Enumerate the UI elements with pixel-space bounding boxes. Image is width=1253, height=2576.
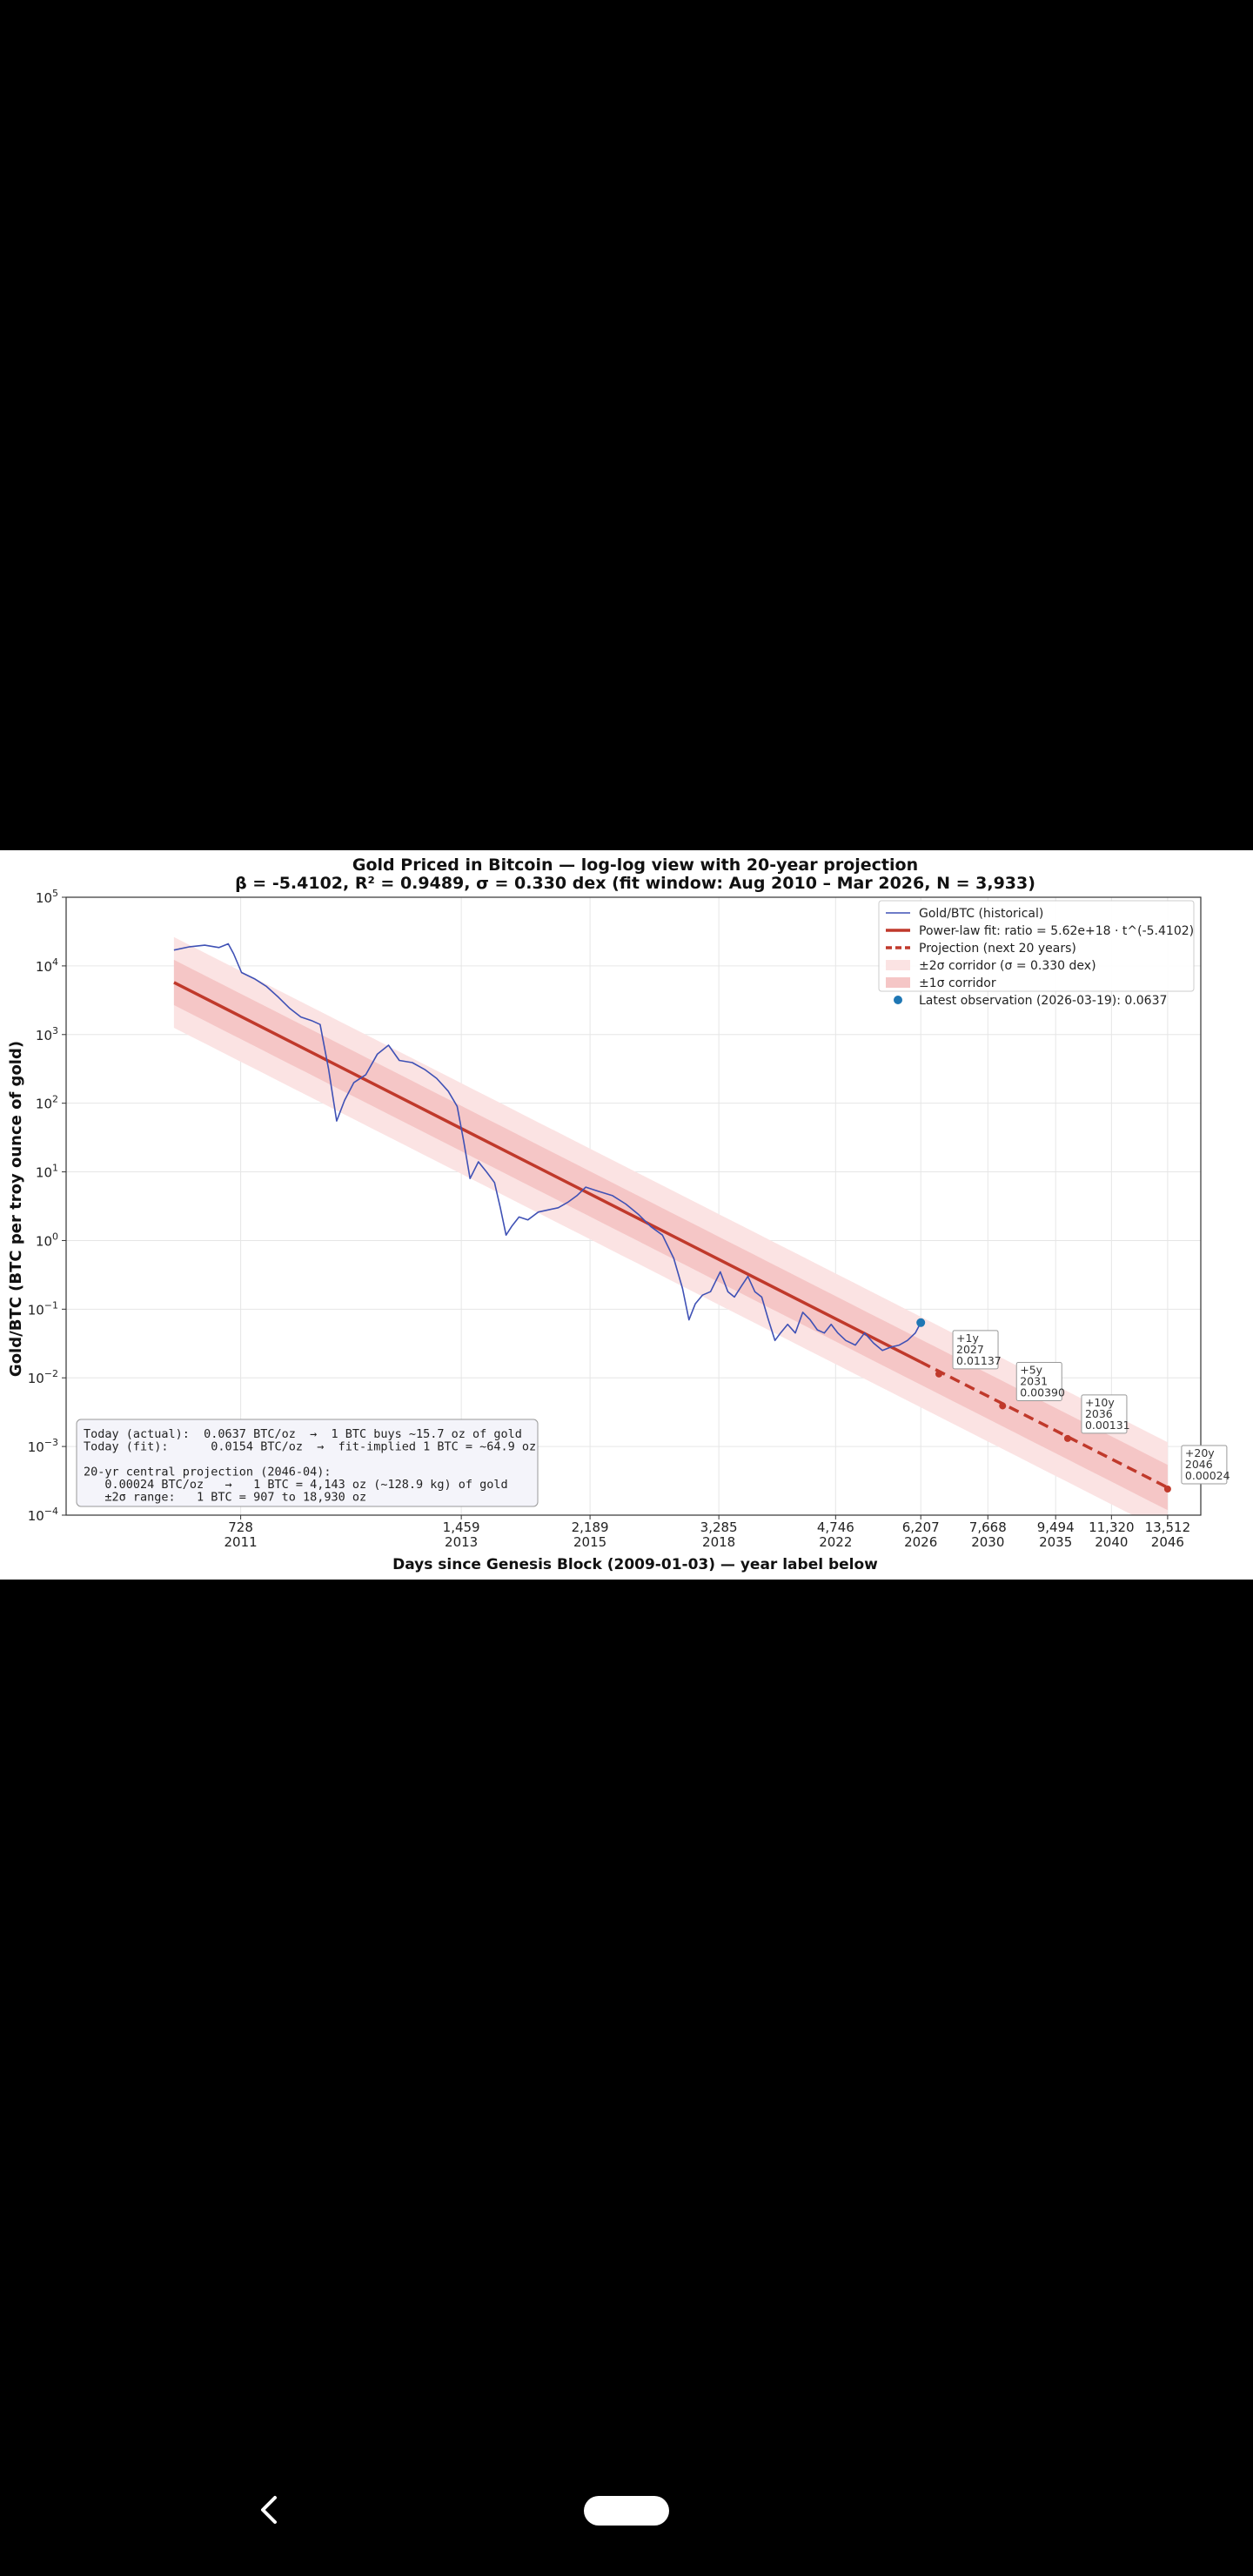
x-tick-year: 2011 <box>224 1534 258 1550</box>
chart-svg: Gold Priced in Bitcoin — log-log view wi… <box>7 855 1230 1573</box>
x-tick-label: 13,512 <box>1145 1519 1191 1535</box>
annotation-horizon: +10y <box>1085 1396 1115 1409</box>
x-tick-year: 2030 <box>971 1534 1004 1550</box>
y-tick-label: 101 <box>36 1163 58 1181</box>
y-axis-label: Gold/BTC (BTC per troy ounce of gold) <box>7 1041 25 1377</box>
x-tick-year: 2040 <box>1095 1534 1128 1550</box>
annotation-year: 2031 <box>1020 1374 1048 1387</box>
annotation-box <box>1181 1445 1228 1485</box>
annotation-box <box>952 1330 999 1370</box>
x-tick-label: 4,746 <box>817 1519 854 1535</box>
annotation-value: 0.00131 <box>1085 1419 1130 1432</box>
y-tick-label: 103 <box>36 1025 58 1043</box>
y-tick-label: 105 <box>36 888 58 906</box>
legend-frame <box>878 900 1195 992</box>
y-tick-label: 10−4 <box>28 1506 58 1524</box>
historical-series-line <box>173 943 921 1352</box>
x-tick-year: 2013 <box>445 1534 478 1550</box>
home-pill-icon[interactable] <box>584 2496 669 2526</box>
projection-marker <box>999 1402 1007 1410</box>
annotation-value: 0.01137 <box>956 1354 1002 1367</box>
y-tick-label: 102 <box>36 1094 58 1112</box>
annotation-horizon: +5y <box>1020 1363 1042 1376</box>
annotation-box <box>1081 1394 1128 1434</box>
annotation-horizon: +20y <box>1185 1446 1215 1459</box>
chart-title: Gold Priced in Bitcoin — log-log view wi… <box>352 855 918 875</box>
x-tick-label: 9,494 <box>1037 1519 1075 1535</box>
annotation-box <box>1015 1361 1062 1401</box>
x-tick-year: 2022 <box>819 1534 852 1550</box>
latest-observation-point <box>916 1318 926 1327</box>
chart-subtitle: β = -5.4102, R² = 0.9489, σ = 0.330 dex … <box>235 874 1035 893</box>
legend-swatch <box>886 960 910 970</box>
projection-marker <box>1163 1486 1171 1493</box>
annotation-value: 0.00390 <box>1020 1385 1065 1399</box>
annotation-horizon: +1y <box>956 1332 979 1345</box>
x-tick-label: 7,668 <box>969 1519 1007 1535</box>
plot-area: 10−410−310−210−1100101102103104105728201… <box>28 888 1202 1550</box>
info-line: Today (actual): 0.0637 BTC/oz → 1 BTC bu… <box>84 1427 522 1441</box>
x-tick-year: 2035 <box>1039 1534 1072 1550</box>
annotation-year: 2027 <box>956 1343 984 1356</box>
legend-label: ±2σ corridor (σ = 0.330 dex) <box>919 959 1096 973</box>
x-tick-label: 6,207 <box>902 1519 940 1535</box>
y-tick-label: 10−2 <box>28 1368 58 1386</box>
projection-marker <box>1063 1434 1071 1442</box>
info-box: Today (actual): 0.0637 BTC/oz → 1 BTC bu… <box>76 1419 539 1507</box>
back-button[interactable] <box>251 2491 289 2529</box>
projection-line <box>920 1360 1169 1489</box>
info-line: 20-yr central projection (2046-04): <box>84 1466 331 1479</box>
x-tick-year: 2018 <box>702 1534 735 1550</box>
y-tick-label: 10−3 <box>28 1437 58 1455</box>
info-line: ±2σ range: 1 BTC = 907 to 18,930 oz <box>84 1491 366 1505</box>
annotation-year: 2036 <box>1085 1407 1113 1420</box>
legend-swatch <box>894 996 902 1004</box>
chart-figure: Gold Priced in Bitcoin — log-log view wi… <box>0 850 1253 1580</box>
y-tick-label: 104 <box>36 956 58 975</box>
x-tick-label: 3,285 <box>700 1519 738 1535</box>
y-ticks: 10−4 10−3 10−2 10−1 100 101 102 103 104 105 <box>28 888 66 1524</box>
projection-annotations: +1y20270.01137+5y20310.00390+10y20360.00… <box>935 1330 1230 1493</box>
x-tick-year: 2015 <box>573 1534 606 1550</box>
y-tick-label: 100 <box>36 1231 58 1249</box>
legend-label: Power-law fit: ratio = 5.62e+18 · t^(-5.… <box>919 924 1194 938</box>
legend-label: ±1σ corridor <box>919 976 996 990</box>
x-axis-label: Days since Genesis Block (2009-01-03) — … <box>392 1556 878 1573</box>
annotation-year: 2046 <box>1185 1458 1213 1471</box>
x-tick-year: 2046 <box>1151 1534 1184 1550</box>
y-tick-label: 10−1 <box>28 1299 58 1318</box>
info-line: 0.00024 BTC/oz → 1 BTC = 4,143 oz (~128.… <box>84 1478 508 1492</box>
x-tick-label: 11,320 <box>1089 1519 1135 1535</box>
legend-label: Projection (next 20 years) <box>919 942 1076 956</box>
fit-line <box>173 981 921 1364</box>
system-nav-bar <box>0 2454 1253 2550</box>
x-tick-label: 2,189 <box>572 1519 609 1535</box>
info-box-frame <box>76 1419 539 1507</box>
x-tick-label: 1,459 <box>443 1519 480 1535</box>
x-tick-year: 2026 <box>904 1534 937 1550</box>
legend-label: Gold/BTC (historical) <box>919 907 1043 921</box>
x-ticks: 72820111,45920132,18920153,28520184,7462… <box>224 1515 1191 1550</box>
projection-marker <box>935 1370 943 1378</box>
info-line: Today (fit): 0.0154 BTC/oz → fit-implied… <box>84 1440 536 1454</box>
legend-label: Latest observation (2026-03-19): 0.0637 <box>919 994 1167 1008</box>
plot-frame <box>65 896 1202 1516</box>
legend-swatch <box>886 977 910 988</box>
annotation-value: 0.00024 <box>1185 1469 1230 1482</box>
chart-legend: Gold/BTC (historical) Power-law fit: rati… <box>878 900 1195 1008</box>
chevron-left-icon <box>261 2496 277 2524</box>
x-tick-label: 728 <box>228 1519 253 1535</box>
